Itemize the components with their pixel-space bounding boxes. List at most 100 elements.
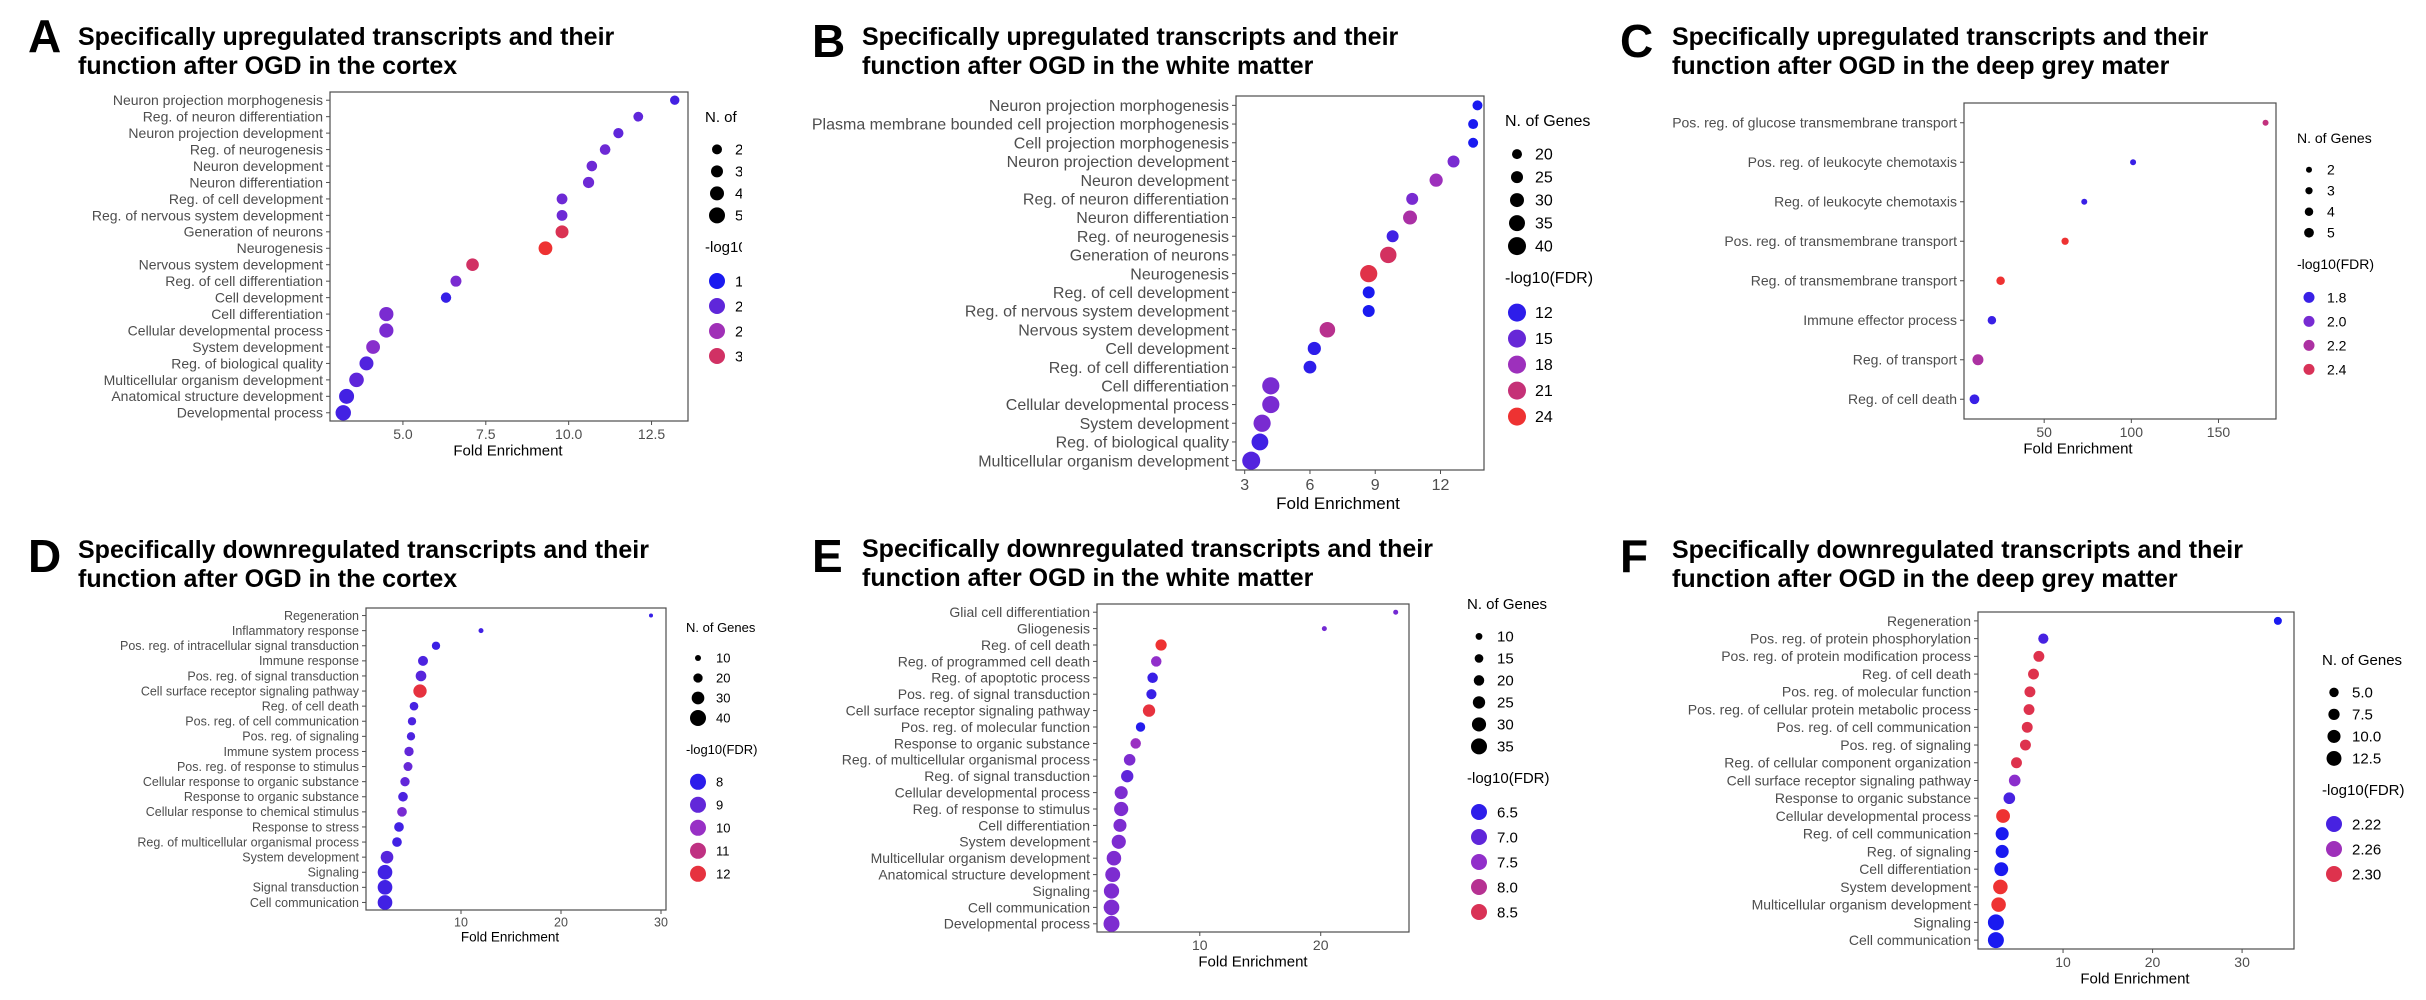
size-legend-dot <box>1474 654 1484 663</box>
category-label: Reg. of programmed cell death <box>898 653 1090 669</box>
color-legend-label: 1 <box>735 273 743 290</box>
category-label: Multicellular organism development <box>978 453 1229 470</box>
data-point <box>1468 137 1479 148</box>
category-label: Nervous system development <box>1018 322 1229 339</box>
data-point <box>478 628 484 634</box>
data-point <box>339 388 355 404</box>
x-tick-label: 12 <box>1432 477 1450 494</box>
category-label: Response to organic substance <box>184 790 359 804</box>
data-point <box>1393 609 1399 615</box>
category-label: Reg. of nervous system development <box>92 207 323 223</box>
panel-b: B Specifically upregulated transcripts an… <box>812 15 1593 513</box>
category-label: Reg. of signal transduction <box>924 768 1090 784</box>
category-label: Developmental process <box>177 405 323 421</box>
size-legend-label: 40 <box>716 711 730 726</box>
category-label: Reg. of multicellular organismal process <box>137 835 359 849</box>
category-label: Pos. reg. of molecular function <box>1782 684 1971 700</box>
data-point <box>1103 915 1120 932</box>
size-legend-label: 40 <box>1535 239 1553 256</box>
size-legend-dot <box>693 673 703 683</box>
category-label: Nervous system development <box>139 257 324 273</box>
panel-title-line: Specifically downregulated transcripts a… <box>1672 536 2243 564</box>
category-label: Immune response <box>259 654 359 668</box>
data-point <box>1105 867 1121 883</box>
color-legend-title: -log10(FDR) <box>2322 782 2405 799</box>
color-legend-dot <box>2303 315 2315 327</box>
x-axis-label: Fold Enrichment <box>2080 971 2190 988</box>
category-label: Signaling <box>308 866 359 880</box>
category-label: Cell differentiation <box>978 817 1090 833</box>
category-label: Pos. reg. of molecular function <box>901 719 1090 735</box>
size-legend-label: 10 <box>1497 629 1514 646</box>
size-legend-label: 20 <box>716 671 730 686</box>
data-point <box>349 372 364 388</box>
color-legend-label: 21 <box>1535 383 1553 400</box>
data-point <box>1242 451 1261 470</box>
color-legend-dot <box>709 298 725 314</box>
color-legend-dot <box>2326 841 2342 857</box>
data-point <box>1114 801 1129 817</box>
plot-frame <box>1963 102 2277 420</box>
data-point <box>377 880 393 895</box>
data-point <box>450 275 462 287</box>
panel-title-line: Specifically upregulated transcripts and… <box>78 23 615 51</box>
category-label: System development <box>242 851 359 865</box>
category-label: Multicellular organism development <box>1752 897 1972 913</box>
color-legend-label: 12 <box>1535 305 1553 322</box>
color-legend-dot <box>2303 339 2315 351</box>
panel-f: F Specifically downregulated transcripts … <box>1620 530 2405 988</box>
data-point <box>1151 656 1162 667</box>
size-legend-dot <box>2329 687 2339 698</box>
category-label: System development <box>959 834 1090 850</box>
size-legend-title: N. of Genes <box>1467 596 1547 613</box>
color-legend-dot <box>690 865 706 882</box>
size-legend-dot <box>1511 171 1523 184</box>
category-label: Pos. reg. of leukocyte chemotaxis <box>1748 154 1957 170</box>
data-point <box>404 746 414 757</box>
color-legend-dot <box>2326 866 2342 882</box>
plot-frame <box>1235 95 1485 471</box>
x-tick-label: 12.5 <box>638 426 665 442</box>
category-label: Reg. of cell differentiation <box>165 273 323 289</box>
size-legend-dot <box>710 186 724 201</box>
x-tick-label: 9 <box>1371 477 1380 494</box>
data-point <box>1303 360 1317 374</box>
panel-letter: B <box>812 15 845 67</box>
category-label: Reg. of cellular component organization <box>1724 755 1971 771</box>
data-point <box>1468 119 1479 130</box>
category-label: System development <box>192 339 323 355</box>
color-legend-label: 24 <box>1535 409 1553 426</box>
size-legend-label: 2 <box>2327 162 2335 178</box>
data-point <box>1447 155 1460 168</box>
category-label: Cellular developmental process <box>895 785 1090 801</box>
color-legend-dot <box>709 348 725 364</box>
category-label: Reg. of cell differentiation <box>1049 360 1229 377</box>
category-label: Cell projection morphogenesis <box>1014 135 1229 152</box>
color-legend-label: 10 <box>716 820 730 835</box>
size-legend-dot <box>711 165 723 178</box>
data-point <box>1262 395 1280 414</box>
size-legend-label: 10 <box>716 651 730 666</box>
category-label: Reg. of signaling <box>1867 843 1971 859</box>
panel-title-line: Specifically upregulated transcripts and… <box>1672 23 2209 51</box>
color-legend-label: 8.5 <box>1497 904 1518 921</box>
color-legend-label: 1.8 <box>2327 289 2347 305</box>
color-legend-dot <box>690 773 706 790</box>
panel-title-line: Specifically downregulated transcripts a… <box>862 535 1433 563</box>
color-legend-label: 7.0 <box>1497 829 1518 846</box>
x-tick-label: 10 <box>2055 954 2071 970</box>
data-point <box>1987 932 2004 949</box>
x-tick-label: 5.0 <box>393 426 413 442</box>
data-point <box>1106 850 1122 866</box>
color-legend-dot <box>1508 329 1526 348</box>
data-point <box>1362 286 1375 299</box>
color-legend-label: 6.5 <box>1497 804 1518 821</box>
size-legend-dot <box>1509 215 1525 232</box>
data-point <box>335 405 351 421</box>
category-label: Reg. of cell death <box>1848 391 1957 407</box>
size-legend-dot <box>1473 675 1485 686</box>
size-legend-label: 4 <box>735 186 743 203</box>
panel-title-line: function after OGD in the white matter <box>862 52 1314 80</box>
panel-letter: F <box>1620 530 1648 582</box>
data-point <box>633 111 644 122</box>
